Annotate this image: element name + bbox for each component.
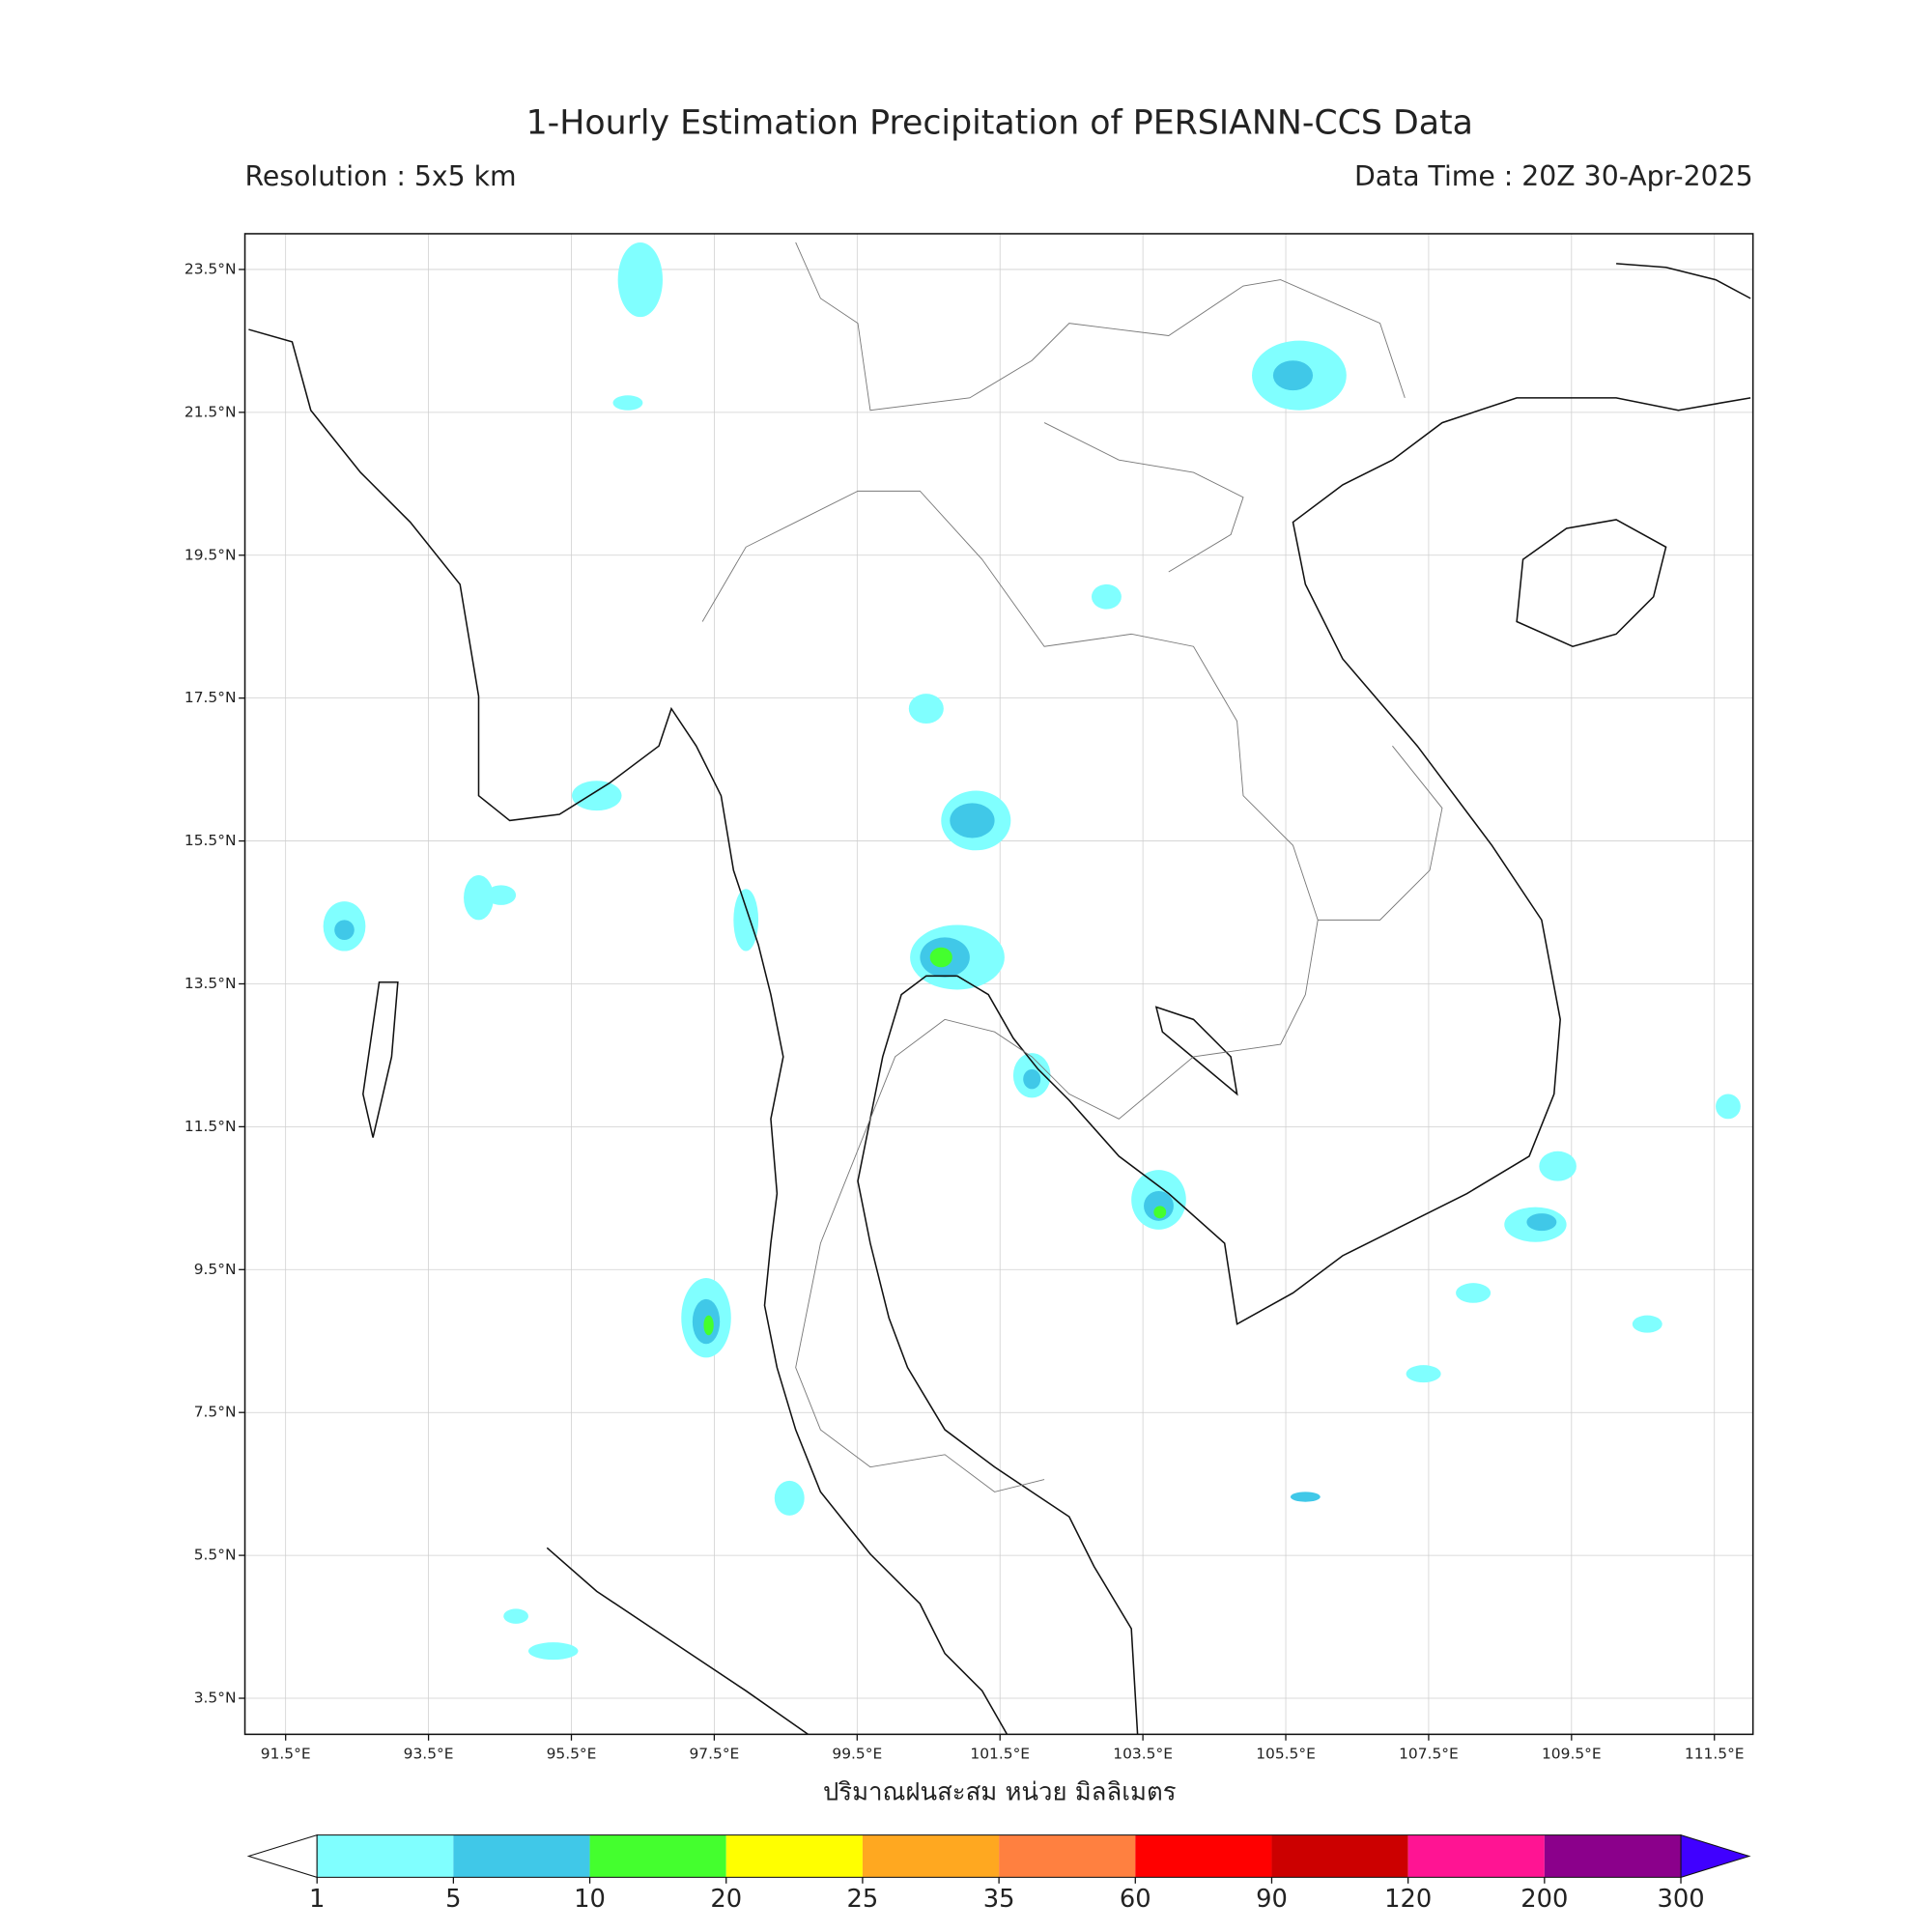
colorbar-tick-label: 60 (1120, 1885, 1151, 1914)
y-tick-label: 19.5°N (185, 546, 237, 563)
colorbar-over (1680, 1833, 1751, 1879)
resolution: Resolution : 5x5 km (245, 160, 517, 192)
x-tick-label: 97.5°E (689, 1745, 739, 1762)
colorbar-segment (317, 1834, 454, 1878)
y-tick-label: 21.5°N (185, 403, 237, 420)
coastlines (248, 263, 1751, 1735)
colorbar-tick-label: 120 (1384, 1885, 1432, 1914)
x-tick-label: 107.5°E (1399, 1745, 1459, 1762)
x-tick-label: 93.5°E (404, 1745, 454, 1762)
colorbar-tick-label: 1 (309, 1885, 325, 1914)
x-tick-label: 99.5°E (832, 1745, 882, 1762)
colorbar-tick-label: 10 (574, 1885, 606, 1914)
x-tick-label: 101.5°E (970, 1745, 1030, 1762)
x-tick-label: 105.5°E (1256, 1745, 1316, 1762)
colorbar-segment (999, 1834, 1136, 1878)
x-tick-label: 109.5°E (1542, 1745, 1602, 1762)
colorbar-segment (862, 1834, 1000, 1878)
colorbar-tick-label: 35 (983, 1885, 1015, 1914)
title: 1-Hourly Estimation Precipitation of PER… (526, 104, 1473, 143)
colorbar-segment (1135, 1834, 1272, 1878)
colorbar-segment (1407, 1834, 1545, 1878)
colorbar-segment (453, 1834, 590, 1878)
y-tick-label: 13.5°N (185, 975, 237, 992)
ticks: 91.5°E 93.5°E 95.5°E 97.5°E 99.5°E 101.5°E 103… (185, 260, 1745, 1762)
colorbar-segment (589, 1834, 726, 1878)
colorbar-tick-label: 25 (847, 1885, 879, 1914)
y-tick-label: 11.5°N (185, 1118, 237, 1135)
y-tick-label: 9.5°N (194, 1261, 237, 1278)
y-tick-label: 23.5°N (185, 260, 237, 277)
colorbar-under (246, 1833, 318, 1879)
borders (701, 242, 1443, 1492)
colorbar-tick-label: 5 (445, 1885, 461, 1914)
colorbar: 1 5 10 20 25 35 60 90 120 200 300 (246, 1833, 1751, 1914)
data-time: Data Time : 20Z 30-Apr-2025 (1354, 160, 1753, 192)
colorbar-tick-label: 20 (710, 1885, 742, 1914)
x-tick-label: 103.5°E (1113, 1745, 1173, 1762)
colorbar-segment (1544, 1834, 1682, 1878)
colorbar-segment (1271, 1834, 1408, 1878)
y-tick-label: 17.5°N (185, 689, 237, 706)
colorbar-tick-label: 90 (1256, 1885, 1288, 1914)
colorbar-tick-label: 200 (1520, 1885, 1568, 1914)
colorbar-segment (725, 1834, 863, 1878)
y-tick-label: 7.5°N (194, 1404, 237, 1421)
x-tick-label: 95.5°E (547, 1745, 597, 1762)
colorbar-label: ปริมาณฝนสะสม หน่วย มิลลิเมตร (823, 1777, 1177, 1806)
y-tick-label: 3.5°N (194, 1690, 237, 1707)
x-tick-label: 91.5°E (261, 1745, 311, 1762)
colorbar-tick-label: 300 (1657, 1885, 1704, 1914)
y-tick-label: 5.5°N (194, 1547, 237, 1564)
x-tick-label: 111.5°E (1685, 1745, 1745, 1762)
y-tick-label: 15.5°N (185, 832, 237, 849)
rain-field (323, 242, 1741, 1661)
grid (244, 233, 1753, 1735)
